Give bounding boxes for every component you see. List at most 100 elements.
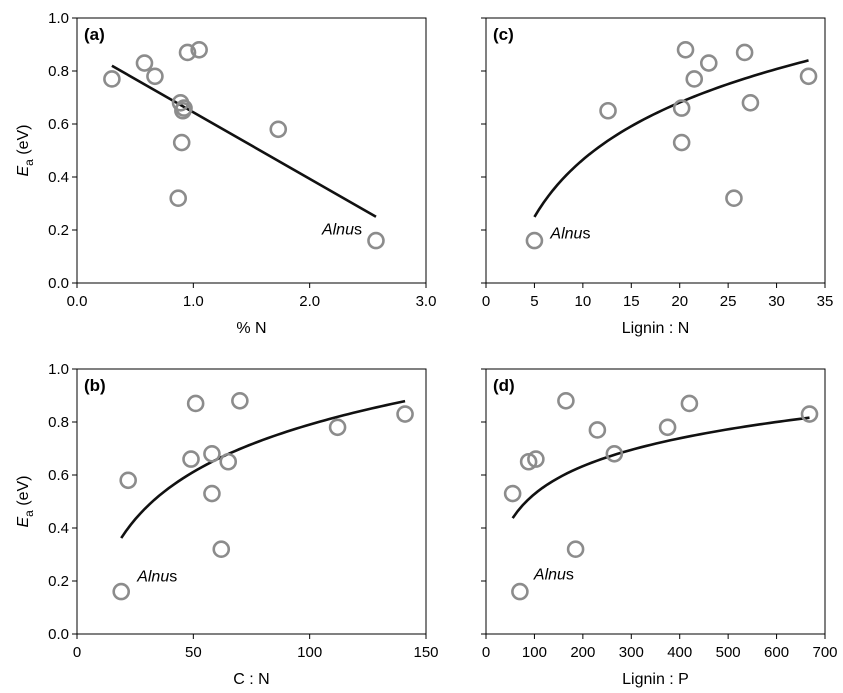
y-axis-label-unit: (eV) <box>15 475 32 510</box>
fit-line <box>533 59 809 218</box>
data-point <box>735 43 754 62</box>
x-tick-label: 600 <box>764 644 789 661</box>
data-point <box>566 540 585 559</box>
x-tick-label: 3.0 <box>416 293 437 310</box>
plot-frame <box>76 368 427 635</box>
data-point <box>269 120 288 139</box>
data-point <box>203 444 221 463</box>
y-tick-label: 0.6 <box>48 116 69 133</box>
data-point <box>588 421 607 439</box>
x-axis-label: C : N <box>233 671 269 688</box>
data-point <box>396 405 414 423</box>
fit-line <box>511 416 810 519</box>
data-point <box>212 540 231 559</box>
alnus-annotation-suffix: s <box>169 569 177 586</box>
data-point <box>103 70 121 88</box>
plot-frame <box>76 17 427 284</box>
alnus-annotation-suffix: s <box>354 222 362 239</box>
x-tick-label: 30 <box>768 293 785 310</box>
data-point <box>672 133 691 152</box>
x-tick-label: 1.0 <box>183 293 204 310</box>
data-point <box>135 54 154 72</box>
panel-label: (b) <box>84 376 106 395</box>
y-tick-label: 1.0 <box>48 361 69 378</box>
y-tick-label: 0.8 <box>48 414 69 431</box>
alnus-annotation-italic: Alnu <box>136 569 169 586</box>
x-tick-label: 150 <box>413 644 438 661</box>
data-point <box>182 450 200 468</box>
alnus-annotation: Alnus <box>321 222 362 239</box>
alnus-annotation-suffix: s <box>582 226 590 243</box>
x-tick-label: 300 <box>619 644 644 661</box>
y-tick-label: 0.8 <box>48 63 69 80</box>
alnus-annotation-italic: Alnu <box>321 222 354 239</box>
x-axis-label: Lignin : P <box>622 671 689 688</box>
data-point <box>190 40 208 59</box>
data-point <box>725 189 743 207</box>
fit-line <box>111 64 377 218</box>
alnus-annotation-italic: Alnu <box>549 226 582 243</box>
y-axis-label-symbol: E <box>15 517 32 528</box>
x-tick-label: 500 <box>716 644 741 661</box>
y-tick-label: 0.0 <box>48 275 69 292</box>
data-point <box>219 452 238 471</box>
y-axis-label: Ea (eV) <box>15 475 36 527</box>
y-axis-label: Ea (eV) <box>15 124 36 176</box>
panel-c: 0 5 10 15 20 25 30 35 Lignin : N (c) Alnus <box>481 17 834 337</box>
fit-line <box>120 399 406 539</box>
y-tick-label: 0.2 <box>48 573 69 590</box>
x-tick-label: 700 <box>812 644 837 661</box>
y-axis-label-subscript: a <box>22 510 36 517</box>
x-axis-label: % N <box>236 320 266 337</box>
alnus-annotation-italic: Alnu <box>533 567 566 584</box>
x-tick-label: 0.0 <box>67 293 88 310</box>
data-point <box>685 70 704 88</box>
x-tick-label: 2.0 <box>299 293 320 310</box>
data-point <box>658 418 677 437</box>
alnus-annotation-suffix: s <box>566 567 574 584</box>
panel-label: (c) <box>493 25 514 44</box>
data-point <box>178 43 197 62</box>
panel-label: (a) <box>84 25 105 44</box>
data-point <box>169 189 188 207</box>
x-tick-label: 20 <box>671 293 688 310</box>
x-tick-label: 25 <box>720 293 737 310</box>
data-point <box>172 133 191 152</box>
x-tick-label: 400 <box>667 644 692 661</box>
data-point <box>367 231 385 250</box>
x-tick-label: 100 <box>297 644 322 661</box>
data-point <box>672 99 691 117</box>
y-axis-label-subscript: a <box>22 159 36 166</box>
plot-frame <box>485 17 826 284</box>
data-point <box>599 101 617 120</box>
y-tick-label: 0.4 <box>48 169 69 186</box>
y-tick-label: 0.0 <box>48 626 69 643</box>
y-axis-label-symbol: E <box>15 166 32 177</box>
data-point <box>741 94 760 112</box>
x-tick-label: 0 <box>482 293 490 310</box>
x-tick-label: 5 <box>530 293 538 310</box>
data-point <box>112 582 131 601</box>
x-tick-label: 0 <box>482 644 490 661</box>
data-point <box>503 484 522 503</box>
x-tick-label: 35 <box>817 293 834 310</box>
data-point <box>511 582 529 601</box>
alnus-annotation: Alnus <box>549 226 590 243</box>
panel-d: 0 100 200 300 400 500 600 700 Lignin : P (d) Alnus <box>481 368 838 688</box>
data-point <box>680 394 699 413</box>
panel-label: (d) <box>493 376 515 395</box>
x-tick-label: 200 <box>570 644 595 661</box>
data-point <box>146 67 164 86</box>
y-tick-label: 0.4 <box>48 520 69 537</box>
data-point <box>676 40 695 59</box>
data-point <box>231 391 249 410</box>
data-point <box>328 418 347 437</box>
data-point <box>605 444 624 463</box>
data-point <box>119 471 137 490</box>
x-tick-label: 50 <box>185 644 202 661</box>
x-tick-label: 10 <box>575 293 592 310</box>
x-tick-label: 15 <box>623 293 640 310</box>
x-tick-label: 0 <box>73 644 81 661</box>
